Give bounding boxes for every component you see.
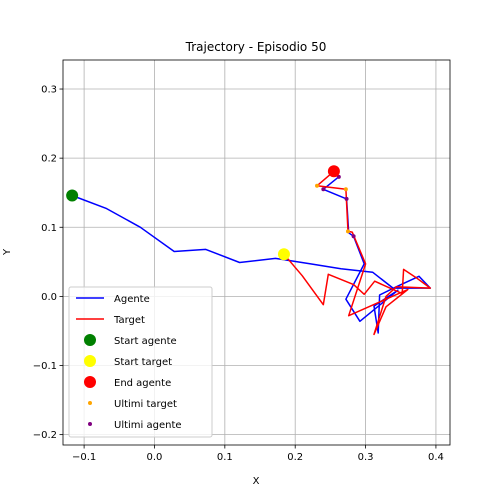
x-tick-label: 0.1	[217, 452, 233, 463]
legend-label-ultimi-target: Ultimi target	[114, 399, 177, 410]
legend-swatch-start-target	[84, 355, 96, 367]
marker-ultimi-agente	[321, 187, 326, 192]
legend-swatch-ultimi-target	[88, 401, 92, 405]
legend-swatch-ultimi-agente	[88, 422, 92, 426]
legend-label-ultimi-agente: Ultimi agente	[114, 420, 182, 431]
series-line-target	[283, 170, 432, 336]
x-tick-label: 0.2	[287, 452, 303, 463]
plot-area	[66, 165, 432, 336]
legend: Agente Target Start agente Start target End …	[68, 286, 213, 438]
y-tick-label: 0.2	[41, 154, 57, 165]
legend-swatch-start-agente	[84, 334, 96, 346]
marker-start-target	[277, 248, 290, 261]
marker-ultimi-agente	[351, 234, 356, 239]
marker-ultimi-agente	[344, 196, 349, 201]
y-axis-label: Y	[2, 248, 13, 256]
grid	[63, 60, 450, 445]
legend-label-end-agente: End agente	[114, 378, 171, 389]
y-tick-label: 0.1	[41, 223, 57, 234]
legend-swatch-end-agente	[84, 376, 96, 388]
marker-ultimi-target	[343, 187, 348, 192]
x-tick-label: 0.0	[147, 452, 163, 463]
x-tick-label: 0.4	[428, 452, 444, 463]
y-tick-label: −0.1	[33, 361, 57, 372]
y-tick-label: 0.0	[41, 292, 57, 303]
x-tick-label: −0.1	[72, 452, 96, 463]
x-axis-ticks: −0.1 0.0 0.1 0.2 0.3 0.4	[72, 445, 444, 463]
marker-ultimi-target	[315, 183, 320, 188]
marker-start-agente	[66, 189, 79, 202]
y-axis-ticks: −0.2 −0.1 0.0 0.1 0.2 0.3	[33, 85, 63, 441]
plot-frame	[62, 59, 451, 446]
legend-label-start-agente: Start agente	[114, 336, 177, 347]
legend-label-target: Target	[113, 315, 145, 326]
marker-ultimi-target	[345, 229, 350, 234]
chart-title: Trajectory - Episodio 50	[185, 40, 327, 54]
legend-box	[68, 286, 213, 438]
legend-label-agente: Agente	[114, 294, 150, 305]
y-tick-label: −0.2	[33, 430, 57, 441]
y-tick-label: 0.3	[41, 85, 57, 96]
legend-label-start-target: Start target	[114, 357, 172, 368]
x-tick-label: 0.3	[358, 452, 374, 463]
marker-end-agente	[327, 165, 340, 178]
x-axis-label: X	[253, 476, 260, 487]
